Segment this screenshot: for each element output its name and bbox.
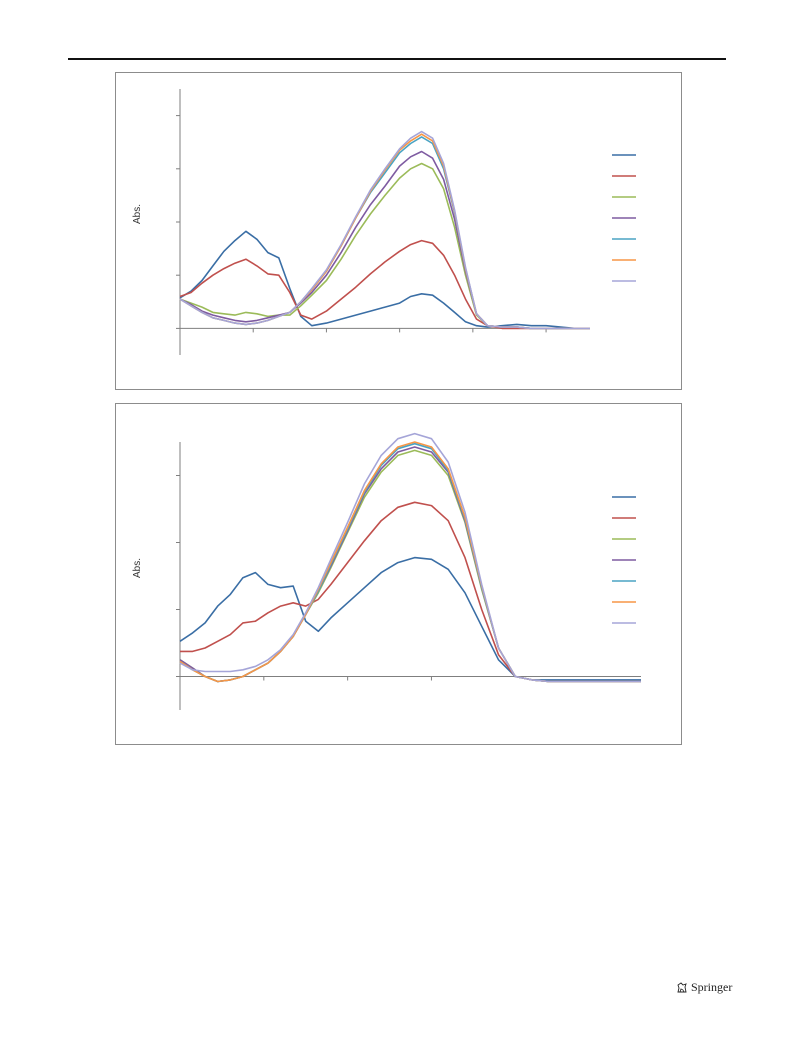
publisher-name: Springer <box>691 980 733 994</box>
series-line-4 <box>179 446 641 683</box>
series-line-7 <box>179 432 641 683</box>
series-line-4 <box>179 150 590 330</box>
page-header-rule <box>68 58 726 60</box>
series-line-5 <box>179 442 641 683</box>
series-line-2 <box>179 239 590 330</box>
chart-2-canvas: Abs. <box>132 432 641 710</box>
series-line-6 <box>179 133 590 330</box>
series-line-3 <box>179 449 641 683</box>
series-line-1 <box>179 556 641 681</box>
y-axis-title: Abs. <box>132 558 143 578</box>
chart-1-canvas: Abs. <box>132 89 636 355</box>
absorbance-chart-2: Abs. <box>115 403 682 745</box>
series-line-3 <box>179 162 590 330</box>
series-line-1 <box>179 230 590 330</box>
series-line-6 <box>179 441 641 683</box>
series-line-7 <box>179 130 590 330</box>
springer-horse-icon <box>677 981 687 992</box>
absorbance-chart-1: Abs. <box>115 72 682 390</box>
series-line-2 <box>180 501 641 683</box>
y-axis-title: Abs. <box>132 204 143 224</box>
series-line-5 <box>179 136 590 330</box>
publisher-logo: Springer <box>676 980 732 995</box>
